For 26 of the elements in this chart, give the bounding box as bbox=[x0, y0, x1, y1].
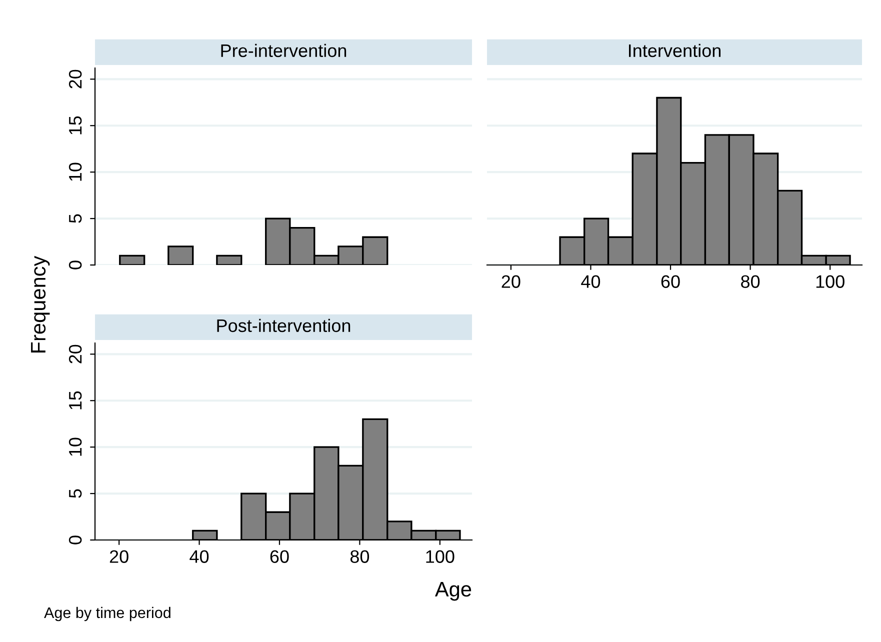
x-tick-label: 100 bbox=[816, 275, 844, 288]
y-tick-label: 0 bbox=[68, 536, 82, 544]
y-tick-label: 10 bbox=[68, 438, 82, 456]
x-tick-label: 60 bbox=[270, 550, 289, 563]
y-tick-label: 20 bbox=[68, 70, 82, 88]
x-axis-title: Age bbox=[434, 582, 472, 601]
x-tick-label: 40 bbox=[190, 550, 209, 563]
y-tick-label: 10 bbox=[68, 162, 82, 181]
y-tick-label: 20 bbox=[68, 344, 82, 364]
text: Age by time period bbox=[44, 606, 170, 622]
chart-title: Intervention bbox=[628, 44, 721, 58]
y-tick-label: 0 bbox=[68, 260, 82, 270]
chart-title: Post-intervention bbox=[217, 318, 350, 332]
x-tick-label: 80 bbox=[741, 275, 760, 288]
y-tick-label: 5 bbox=[69, 489, 82, 498]
x-tick-label: 80 bbox=[350, 550, 370, 563]
x-tick-label: 40 bbox=[581, 275, 600, 288]
y-tick-label: 15 bbox=[69, 391, 82, 410]
x-tick-label: 60 bbox=[661, 275, 680, 288]
y-axis-title: Frequency bbox=[31, 256, 50, 352]
x-tick-label: 20 bbox=[110, 550, 128, 563]
x-tick-label: 100 bbox=[426, 550, 454, 563]
y-tick-label: 5 bbox=[69, 214, 82, 223]
chart-title: Pre-intervention bbox=[221, 44, 346, 58]
y-tick-label: 15 bbox=[69, 116, 82, 134]
x-tick-label: 20 bbox=[502, 275, 520, 288]
